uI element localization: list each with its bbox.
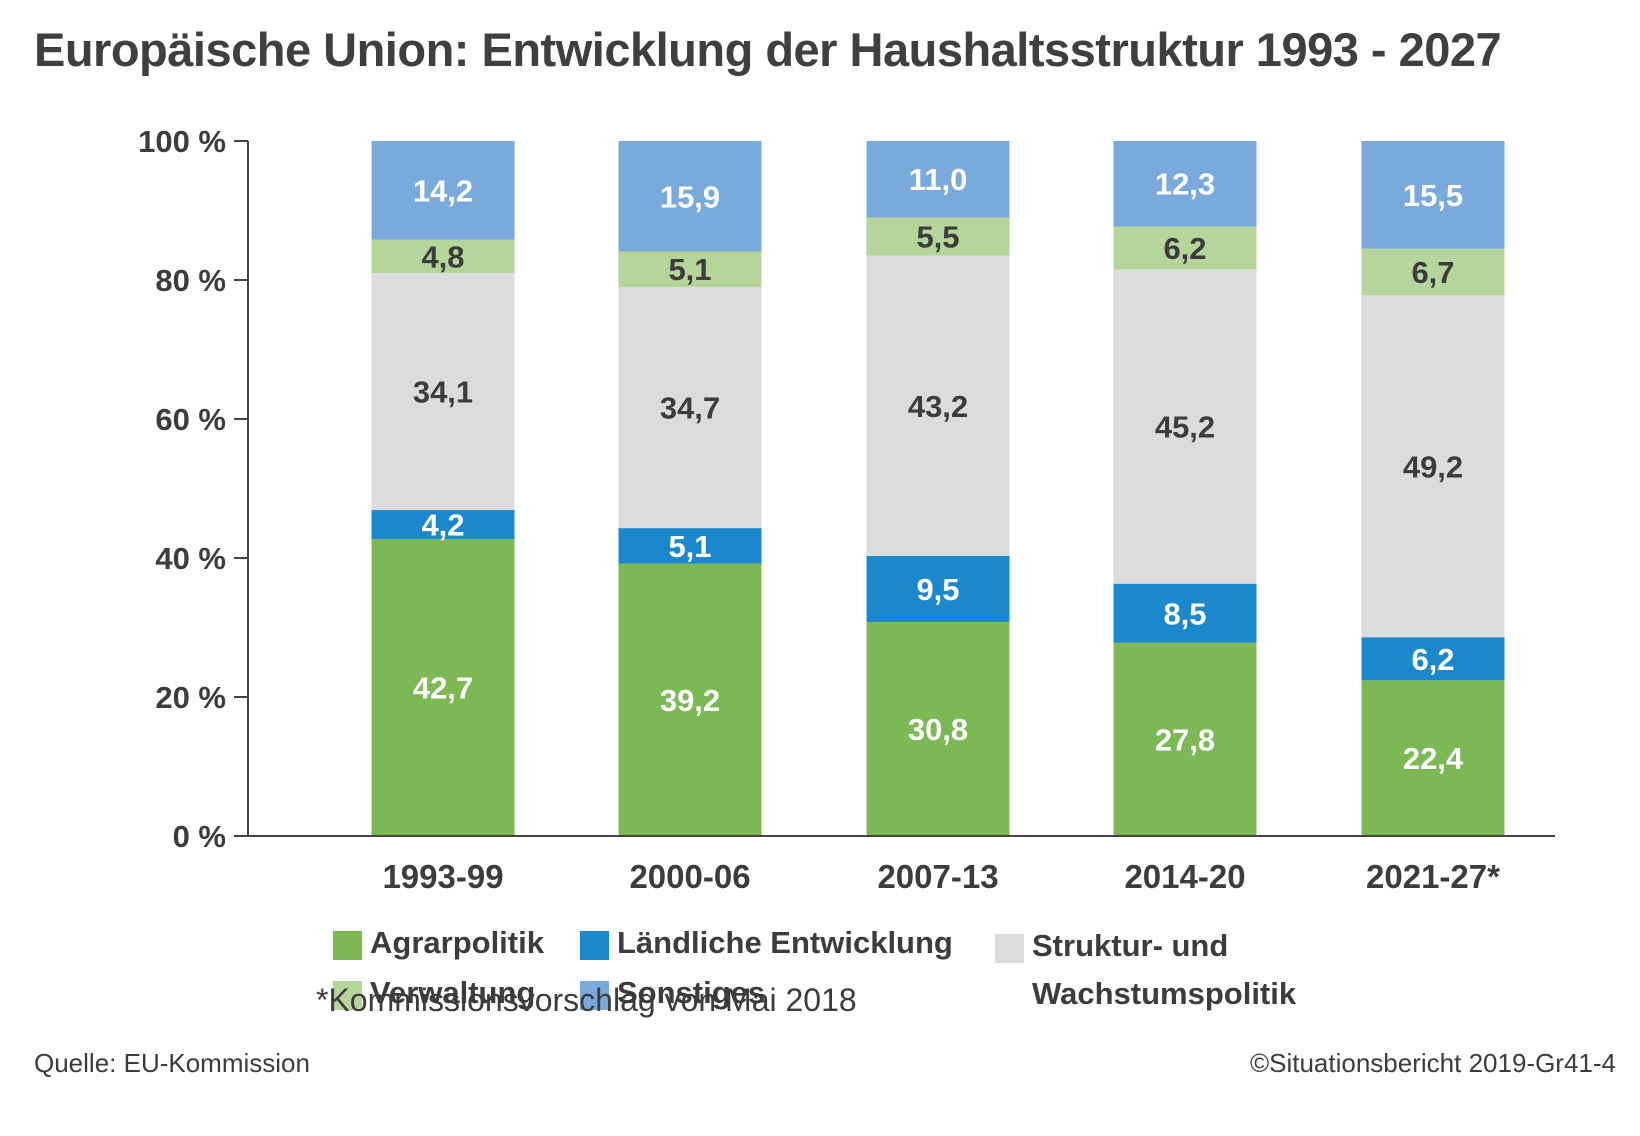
data-label-agrar: 30,8 [908,712,968,747]
y-tick-label: 60 % [155,402,226,437]
copyright-note: ©Situationsbericht 2019-Gr41-4 [1249,1048,1616,1078]
data-label-sonstiges: 14,2 [413,173,473,208]
data-label-laendlich: 6,2 [1411,642,1454,677]
data-label-struktur: 45,2 [1155,410,1215,445]
bar-segment-laendlich [371,510,515,540]
bar-segment-struktur [1361,295,1505,638]
legend-swatch-struktur-wachstumspolitik [995,934,1024,963]
y-tick-label: 0 % [173,819,226,854]
bar-segment-verwaltung [1113,226,1257,270]
legend-label-sonstiges: Sonstiges [617,975,766,1010]
y-tick-label: 40 % [155,541,226,576]
legend-swatch-agrarpolitik [333,931,362,960]
data-label-laendlich: 5,1 [668,529,711,564]
data-label-agrar: 39,2 [660,683,720,718]
data-label-struktur: 34,1 [413,375,473,410]
y-tick-label: 20 % [155,680,226,715]
data-label-struktur: 34,7 [660,391,720,426]
bar-segment-verwaltung [1361,248,1505,296]
legend-label-laendliche-entwicklung: Ländliche Entwicklung [617,925,953,960]
data-label-agrar: 42,7 [413,671,473,706]
bar-segment-sonstiges [1361,141,1505,249]
bar-segment-laendlich [1113,583,1257,643]
data-label-laendlich: 8,5 [1163,596,1206,631]
legend-item-agrarpolitik: Agrarpolitik [333,925,544,967]
bar-segment-laendlich [1361,637,1505,681]
bar-segment-struktur [1113,269,1257,584]
bar-segment-verwaltung [866,217,1010,256]
data-label-verwaltung: 5,5 [916,220,959,255]
x-tick-label: 2007-13 [877,858,998,895]
data-label-laendlich: 4,2 [421,508,464,543]
bar-segment-agrar [618,563,762,836]
y-axis-ticks: 0 % 20 % 40 % 60 % 80 % 100 % [138,124,248,854]
bar-segment-struktur [371,273,515,511]
bars: 42,7 4,2 34,1 4,8 14,2 39,2 5,1 34,7 5,1 15,9 30,8… [371,141,1505,836]
legend-label-struktur-line1: Struktur- und [1032,928,1229,963]
bar-segment-struktur [618,286,762,529]
legend-swatch-laendliche-entwicklung [580,931,609,960]
legend-item-verwaltung: Verwaltung [333,975,535,1017]
source-note: Quelle: EU-Kommission [34,1048,310,1078]
x-tick-label: 2014-20 [1124,858,1245,895]
x-tick-label: 1993-99 [382,858,503,895]
axes [247,141,1555,837]
x-tick-label: 2021-27* [1366,858,1500,895]
bar-segment-verwaltung [371,239,515,274]
legend-item-laendliche-entwicklung: Ländliche Entwicklung [580,925,953,967]
y-tick-label: 80 % [155,263,226,298]
bar-segment-agrar [371,539,515,836]
data-label-agrar: 22,4 [1403,741,1464,776]
legend-label-agrarpolitik: Agrarpolitik [370,925,544,960]
legend-label-struktur-line2: Wachstumspolitik [1032,976,1297,1011]
data-label-verwaltung: 4,8 [421,239,464,274]
data-label-sonstiges: 15,5 [1403,178,1463,213]
bar-segment-struktur [866,255,1010,556]
legend-swatch-verwaltung [333,981,362,1010]
data-label-sonstiges: 11,0 [909,162,968,197]
bar-segment-agrar [1361,680,1505,836]
data-label-struktur: 43,2 [908,389,968,424]
bar-segment-laendlich [618,528,762,564]
data-label-laendlich: 9,5 [916,572,959,607]
legend-item-struktur-wachstumspolitik: Struktur- und Wachstumspolitik [995,928,1297,1018]
data-label-verwaltung: 6,7 [1411,255,1454,290]
bar-segment-verwaltung [618,251,762,287]
bar-segment-agrar [1113,642,1257,836]
x-axis-labels: 1993-99 2000-06 2007-13 2014-20 2021-27* [382,858,1500,895]
bar-segment-sonstiges [866,141,1010,218]
x-tick-label: 2000-06 [629,858,750,895]
legend-item-sonstiges: Sonstiges [580,975,765,1017]
legend-swatch-sonstiges [580,981,609,1010]
bar-segment-sonstiges [371,141,515,240]
chart-title: Europäische Union: Entwicklung der Haush… [34,23,1502,76]
y-tick-label: 100 % [138,124,226,159]
bar-segment-laendlich [866,555,1010,622]
data-label-agrar: 27,8 [1155,722,1215,757]
data-label-verwaltung: 6,2 [1163,231,1206,266]
bar-segment-sonstiges [1113,141,1257,227]
data-label-struktur: 49,2 [1403,449,1463,484]
bar-segment-agrar [866,621,1010,836]
legend-label-verwaltung: Verwaltung [370,975,536,1010]
footnote: *Kommissionsvorschlag von Mai 2018 [316,982,857,1018]
data-label-sonstiges: 12,3 [1155,167,1215,202]
data-label-verwaltung: 5,1 [668,252,711,287]
data-label-sonstiges: 15,9 [660,179,720,214]
bar-segment-sonstiges [618,141,762,252]
